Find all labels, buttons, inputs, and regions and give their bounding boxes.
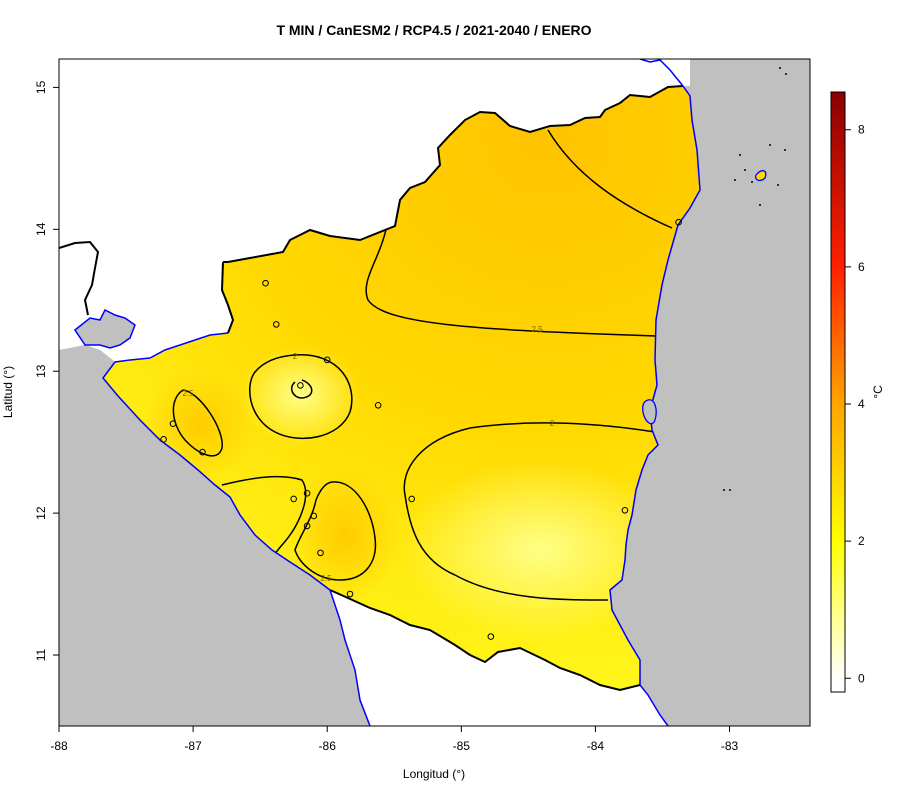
station-marker: [199, 448, 206, 456]
gulf-of-fonseca: [73, 308, 136, 349]
contour-2.5-north: [365, 224, 657, 337]
x-tick-label: -86: [319, 739, 337, 753]
colorbar-tick-label: 4: [858, 397, 865, 411]
colorbar-tick-label: 2: [858, 534, 865, 548]
station-marker: [310, 512, 318, 520]
contour-2-inner-ring: [291, 379, 313, 399]
caribbean-coast: [609, 85, 701, 726]
station-marker: [317, 549, 324, 557]
y-tick-label: 15: [34, 80, 48, 94]
x-tick-label: -85: [453, 739, 471, 753]
station-marker: [303, 522, 311, 530]
north-coast-honduras: [639, 59, 684, 87]
contour-labels: 2 2.5 2 2.5 2.5: [182, 325, 554, 583]
station-marker: [487, 633, 495, 640]
station-marker: [408, 495, 416, 503]
contour-label: 2.5: [182, 389, 194, 398]
colorbar-ticks: 0 2 4 6 8: [845, 123, 865, 685]
colorbar: [830, 91, 846, 693]
x-tick-label: -84: [587, 739, 605, 753]
colorbar-tick-label: 6: [858, 260, 865, 274]
southern-border: [329, 589, 641, 692]
honduras-border-west: [59, 240, 100, 316]
station-marker: [272, 321, 280, 328]
contour-2.5-south: [294, 481, 377, 581]
plot-frame: [58, 58, 811, 727]
pacific-ocean: [59, 345, 370, 726]
northern-border: [223, 85, 684, 263]
colorbar-label: °C: [871, 385, 885, 399]
miskito-cays: [723, 67, 787, 491]
cool-zone-center: [240, 345, 360, 445]
contour-2.5-west: [172, 389, 223, 457]
station-marker: [262, 279, 269, 287]
station-marker: [675, 218, 682, 226]
warm-zone-south: [290, 465, 400, 605]
contour-label: 2.5: [531, 325, 543, 334]
x-tick-label: -87: [184, 739, 202, 753]
station-marker: [169, 420, 177, 428]
station-marker: [303, 489, 311, 497]
contour-label: 2: [550, 419, 555, 428]
colorbar-tick-label: 8: [858, 123, 865, 137]
station-marker: [621, 506, 629, 514]
y-tick-label: 11: [34, 648, 48, 661]
x-axis-ticks: -88 -87 -86 -85 -84 -83: [50, 726, 739, 753]
station-marker: [297, 382, 304, 389]
contour-label: 2.5: [320, 574, 332, 583]
y-tick-label: 12: [34, 506, 48, 520]
station-markers: [160, 218, 682, 640]
x-tick-label: -83: [721, 739, 739, 753]
y-tick-label: 14: [34, 222, 48, 236]
neighbour-land-south: [330, 590, 668, 726]
map-title: T MIN / CanESM2 / RCP4.5 / 2021-2040 / E…: [276, 22, 591, 38]
corn-island: [755, 170, 767, 182]
contour-2-central: [403, 422, 656, 601]
contour-lines: [172, 129, 673, 601]
station-marker: [323, 356, 331, 364]
station-marker: [290, 495, 297, 503]
station-marker: [160, 436, 167, 443]
caribbean-sea: [610, 59, 810, 726]
contour-label: 2: [293, 352, 298, 361]
neighbour-land-north: [59, 59, 690, 362]
station-marker: [346, 590, 354, 598]
pacific-coast: [102, 332, 371, 726]
y-tick-label: 13: [34, 364, 48, 378]
x-tick-label: -88: [50, 739, 68, 753]
western-border: [220, 261, 235, 334]
colorbar-tick-label: 0: [858, 671, 865, 685]
bluefields-lagoon: [642, 399, 657, 425]
x-axis-label: Longitud (°): [403, 767, 465, 781]
contour-2-ring: [248, 354, 353, 440]
y-axis-ticks: 11 12 13 14 15: [34, 80, 59, 661]
y-axis-label: Latitud (°): [1, 366, 15, 418]
station-marker: [374, 401, 382, 409]
contour-2.5-northeast: [547, 129, 673, 229]
